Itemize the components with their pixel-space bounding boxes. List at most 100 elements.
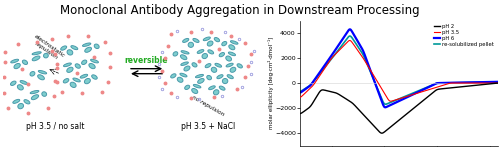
Ellipse shape (180, 73, 187, 77)
Ellipse shape (208, 41, 213, 46)
re-solubilized pellet (297, 91, 303, 92)
Ellipse shape (13, 99, 20, 103)
Ellipse shape (170, 74, 176, 78)
pH 3.5 (347, 40, 353, 41)
Ellipse shape (30, 91, 39, 94)
Ellipse shape (10, 81, 16, 85)
re-solubilized pellet (422, 87, 428, 89)
Ellipse shape (215, 63, 222, 67)
pH 3.5 (440, 84, 446, 86)
Ellipse shape (229, 45, 235, 50)
Ellipse shape (227, 75, 234, 79)
re-solubilized pellet (362, 58, 368, 59)
Ellipse shape (80, 74, 88, 78)
Ellipse shape (188, 42, 194, 47)
Ellipse shape (173, 52, 178, 56)
Ellipse shape (30, 72, 35, 76)
Ellipse shape (38, 75, 44, 80)
Y-axis label: molar ellipticity [deg·cm²·dmol⁻¹]: molar ellipticity [deg·cm²·dmol⁻¹] (268, 37, 274, 129)
Ellipse shape (184, 85, 190, 90)
Ellipse shape (71, 46, 78, 50)
Ellipse shape (64, 79, 69, 83)
Ellipse shape (22, 60, 28, 65)
Text: Monoclonal Antibody Aggregation in Downstream Processing: Monoclonal Antibody Aggregation in Downs… (60, 4, 420, 17)
Ellipse shape (194, 84, 201, 88)
Ellipse shape (90, 59, 98, 63)
Ellipse shape (230, 41, 238, 44)
Ellipse shape (228, 52, 235, 56)
Line: pH 2: pH 2 (300, 83, 498, 133)
Legend: pH 2, pH 3.5, pH 6, re-solubilized pellet: pH 2, pH 3.5, pH 6, re-solubilized pelle… (433, 23, 495, 48)
pH 2 (440, 88, 446, 90)
Ellipse shape (84, 78, 90, 84)
Ellipse shape (222, 78, 228, 84)
re-solubilized pellet (376, 91, 382, 93)
Ellipse shape (92, 75, 97, 79)
Text: no repulsion: no repulsion (191, 94, 225, 117)
Ellipse shape (217, 75, 223, 79)
pH 2 (441, 88, 447, 90)
pH 2 (378, 132, 384, 134)
Text: pH 3.5 / no salt: pH 3.5 / no salt (26, 122, 84, 131)
Ellipse shape (84, 47, 91, 52)
Ellipse shape (32, 56, 40, 61)
pH 3.5 (297, 96, 303, 98)
pH 2 (362, 115, 368, 117)
Ellipse shape (237, 64, 242, 68)
re-solubilized pellet (347, 35, 353, 37)
pH 6 (297, 92, 303, 93)
pH 6 (362, 54, 368, 56)
pH 6 (494, 81, 500, 83)
Ellipse shape (212, 67, 217, 72)
Ellipse shape (202, 54, 207, 59)
Ellipse shape (82, 43, 91, 46)
Ellipse shape (214, 37, 220, 42)
pH 3.5 (388, 100, 394, 102)
Ellipse shape (208, 86, 216, 90)
re-solubilized pellet (442, 82, 448, 84)
re-solubilized pellet (320, 68, 326, 70)
pH 3.5 (442, 84, 448, 86)
Ellipse shape (178, 77, 183, 82)
Text: reversible: reversible (125, 56, 168, 65)
Ellipse shape (219, 52, 224, 57)
Ellipse shape (196, 74, 203, 78)
Ellipse shape (226, 63, 233, 67)
Ellipse shape (32, 52, 41, 55)
Ellipse shape (192, 88, 198, 93)
pH 3.5 (422, 90, 428, 92)
Ellipse shape (70, 82, 76, 87)
Ellipse shape (184, 66, 190, 71)
Ellipse shape (89, 64, 95, 69)
pH 6 (382, 106, 388, 108)
Ellipse shape (10, 59, 18, 63)
Text: pH 3.5 + NaCl: pH 3.5 + NaCl (181, 122, 235, 131)
re-solubilized pellet (494, 81, 500, 83)
Ellipse shape (205, 64, 211, 68)
Ellipse shape (193, 39, 199, 42)
pH 2 (375, 130, 381, 131)
pH 6 (440, 82, 446, 84)
Text: electrostatic
repulsion: electrostatic repulsion (30, 34, 66, 64)
Ellipse shape (24, 100, 30, 104)
Ellipse shape (197, 50, 204, 53)
Ellipse shape (60, 46, 66, 50)
Ellipse shape (182, 39, 189, 42)
re-solubilized pellet (382, 103, 388, 105)
Ellipse shape (42, 92, 46, 96)
Ellipse shape (32, 95, 38, 100)
Ellipse shape (44, 53, 49, 58)
pH 6 (442, 82, 448, 84)
Ellipse shape (208, 50, 214, 54)
pH 6 (376, 92, 382, 94)
Ellipse shape (220, 86, 225, 90)
Ellipse shape (222, 41, 227, 46)
Ellipse shape (207, 75, 212, 80)
pH 3.5 (494, 82, 500, 84)
Ellipse shape (198, 78, 204, 83)
Ellipse shape (214, 90, 219, 95)
pH 3.5 (362, 60, 368, 62)
Ellipse shape (203, 37, 210, 41)
pH 6 (320, 66, 326, 68)
Ellipse shape (180, 55, 187, 60)
